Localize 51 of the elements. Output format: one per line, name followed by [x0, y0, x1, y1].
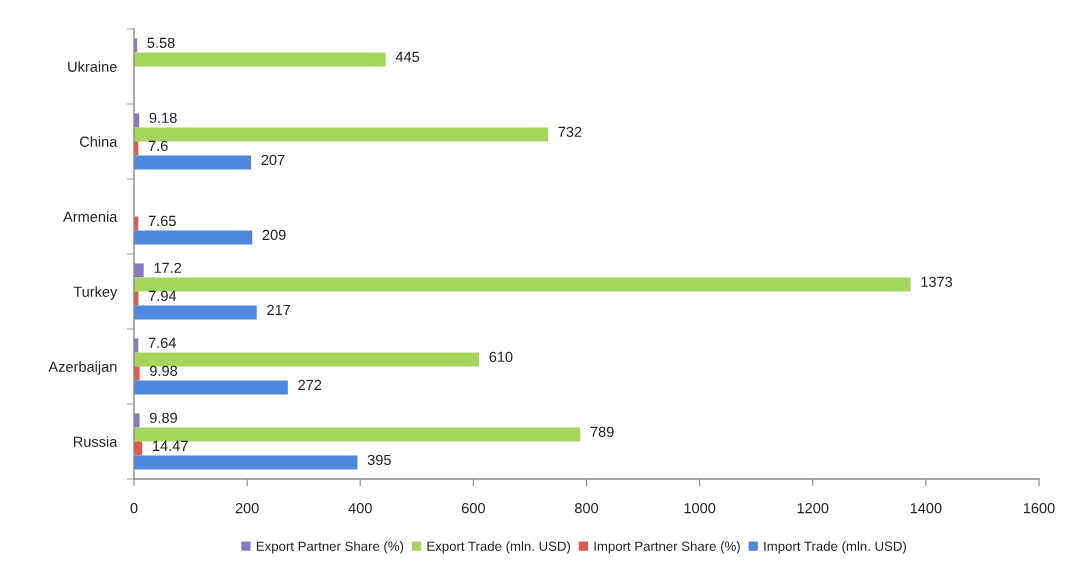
x-tick-label: 200 [235, 503, 259, 514]
data-label: 272 [298, 379, 322, 390]
bar [134, 427, 581, 442]
y-tick-label: China [79, 136, 118, 147]
data-label: 789 [590, 426, 614, 438]
bar [134, 263, 144, 278]
bar [134, 455, 358, 470]
data-label: 14.47 [153, 440, 188, 451]
data-label: 610 [489, 351, 513, 363]
x-tick-label: 400 [348, 503, 372, 514]
x-tick-label: 800 [574, 503, 599, 514]
y-tick-label: Azerbaijan [48, 361, 117, 375]
bar [134, 352, 480, 367]
data-label: 445 [395, 51, 420, 63]
bar [134, 380, 288, 395]
x-tick-label: 1400 [910, 503, 942, 514]
x-tick-label: 1600 [1023, 503, 1055, 514]
y-tick-label: Armenia [63, 211, 118, 222]
bar [134, 52, 386, 67]
data-label: 9.98 [150, 365, 178, 377]
bar [134, 277, 911, 292]
y-tick-label: Ukraine [68, 61, 117, 72]
data-label: 7.64 [148, 337, 176, 348]
x-tick-label: 1200 [797, 503, 829, 514]
y-tick-label: Russia [73, 436, 118, 447]
data-label: 395 [367, 454, 391, 466]
data-label: 5.58 [147, 37, 175, 48]
y-tick-label: Turkey [73, 286, 118, 300]
bar [134, 155, 252, 170]
data-label: 9.18 [149, 112, 177, 123]
data-label: 209 [262, 229, 286, 241]
bar [134, 230, 253, 245]
data-label: 7.65 [148, 215, 176, 227]
data-label: 7.94 [148, 290, 177, 302]
data-label: 217 [267, 304, 291, 315]
data-label: 732 [558, 126, 582, 138]
x-tick-label: 600 [461, 503, 485, 514]
legend-label: Import Trade (mln. USD) [764, 541, 906, 554]
x-tick-label: 1000 [684, 503, 716, 514]
legend-label: Export Trade (mln. USD) [427, 541, 571, 554]
bar [134, 127, 549, 142]
data-label: 7.6 [148, 140, 168, 152]
data-label: 207 [261, 154, 285, 166]
legend-label: Export Partner Share (%) [256, 541, 404, 554]
bar [134, 413, 140, 428]
x-tick-label: 0 [130, 503, 138, 514]
data-label: 9.89 [150, 412, 178, 423]
data-label: 17.2 [154, 262, 182, 273]
bar [134, 305, 257, 320]
legend-label: Import Partner Share (%) [594, 541, 740, 554]
data-label: 1373 [921, 276, 953, 288]
